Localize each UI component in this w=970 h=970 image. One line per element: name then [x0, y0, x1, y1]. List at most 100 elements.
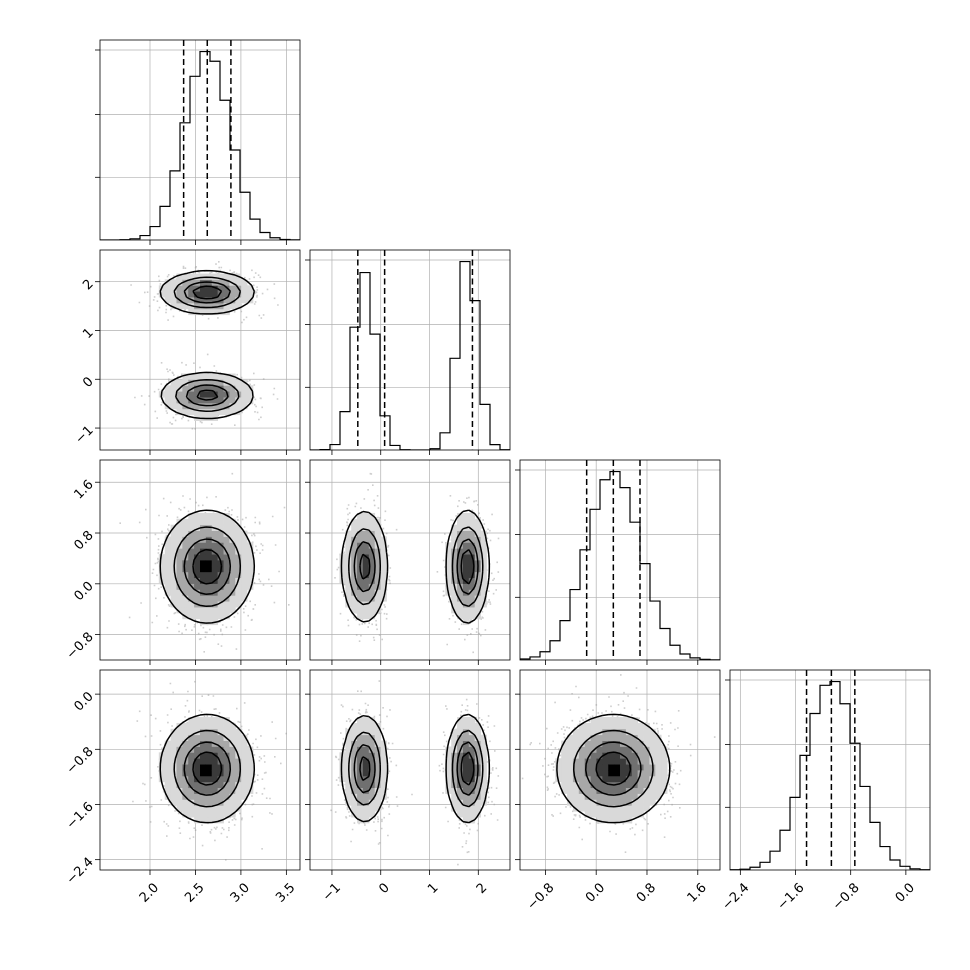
- density-cell: [474, 524, 481, 531]
- density-cell: [374, 758, 381, 765]
- density-cell: [217, 787, 224, 794]
- density-cell: [164, 571, 171, 579]
- density-cell: [572, 728, 580, 736]
- density-cell: [468, 542, 476, 549]
- density-cell: [631, 787, 639, 794]
- density-cell: [182, 728, 189, 736]
- density-cell: [362, 740, 370, 747]
- density-cell: [608, 722, 615, 730]
- density-cell: [362, 752, 370, 759]
- density-cell: [188, 308, 195, 316]
- density-cell: [590, 793, 597, 800]
- density-cell: [194, 770, 201, 777]
- density-cell: [205, 291, 213, 298]
- density-cell: [194, 385, 201, 392]
- density-cell: [445, 560, 452, 567]
- density-cell: [235, 297, 242, 304]
- density-cell: [241, 402, 248, 410]
- density-cell: [596, 717, 603, 724]
- density-cell: [182, 565, 189, 573]
- density-cell: [596, 781, 603, 789]
- density-cell: [217, 402, 224, 410]
- x-tick-label: −2.4: [719, 880, 752, 913]
- density-cell: [164, 291, 171, 298]
- density-cell: [451, 565, 458, 573]
- density-cell: [188, 518, 195, 526]
- density-cell: [578, 781, 586, 789]
- density-cell: [170, 793, 177, 800]
- density-cell: [637, 781, 644, 789]
- density-cell: [194, 589, 201, 596]
- density-cell: [205, 577, 213, 584]
- density-cell: [590, 734, 597, 741]
- y-tick-label: 1: [80, 326, 96, 342]
- density-cell: [188, 512, 195, 520]
- density-cell: [457, 728, 464, 736]
- density-cell: [205, 787, 213, 794]
- density-cell: [194, 402, 201, 410]
- density-cell: [368, 601, 376, 608]
- density-cell: [182, 764, 189, 771]
- density-cell: [480, 770, 487, 777]
- density-cell: [368, 775, 376, 783]
- density-cell: [211, 397, 219, 404]
- density-cell: [223, 589, 230, 596]
- density-cell: [194, 799, 201, 806]
- density-cell: [211, 408, 219, 416]
- density-cell: [445, 571, 452, 579]
- density-cell: [368, 722, 376, 730]
- density-cell: [578, 793, 586, 800]
- density-cell: [170, 536, 177, 543]
- histogram-panel-3: [725, 669, 931, 875]
- density-cell: [596, 764, 603, 771]
- density-cell: [211, 607, 219, 614]
- density-cell: [205, 817, 213, 824]
- density-cell: [457, 734, 464, 741]
- density-cell: [200, 518, 207, 526]
- density-cell: [176, 565, 183, 573]
- density-cell: [608, 811, 615, 818]
- density-cell: [164, 536, 171, 543]
- density-cell: [235, 758, 242, 765]
- density-cell: [578, 764, 586, 771]
- density-cells: [555, 717, 668, 824]
- density-cell: [170, 787, 177, 794]
- density-cell: [631, 799, 639, 806]
- density-cell: [188, 554, 195, 561]
- y-tick-label: 0: [80, 374, 96, 390]
- density-cell: [480, 793, 487, 800]
- density-cell: [205, 571, 213, 579]
- density-cell: [631, 775, 639, 783]
- density-cell: [339, 764, 346, 771]
- density-cell: [468, 565, 476, 573]
- density-cell: [188, 728, 195, 736]
- density-cell: [223, 524, 230, 531]
- density-cell: [164, 548, 171, 555]
- panel-frame: [519, 669, 721, 871]
- density-cell: [590, 811, 597, 818]
- density-cell: [194, 752, 201, 759]
- density-cell: [368, 811, 376, 818]
- density-cell: [205, 717, 213, 724]
- density-cell: [357, 717, 364, 724]
- density-cell: [241, 536, 248, 543]
- density-cell: [164, 560, 171, 567]
- density-cell: [462, 601, 470, 608]
- density-cell: [205, 728, 213, 736]
- density-cell: [578, 722, 586, 730]
- density-cell: [217, 805, 224, 812]
- density-cell: [205, 607, 213, 614]
- density-cell: [468, 536, 476, 543]
- density-cell: [247, 752, 254, 759]
- density-cell: [637, 787, 644, 794]
- density-cell: [584, 734, 591, 741]
- density-cell: [357, 811, 364, 818]
- density-cell: [602, 805, 609, 812]
- density-cell: [205, 554, 213, 561]
- density-cell: [200, 817, 207, 824]
- density-cell: [211, 817, 219, 824]
- density-cell: [655, 787, 662, 794]
- density-cell: [205, 385, 213, 392]
- density-panel-2-1: [305, 459, 511, 665]
- density-cell: [457, 524, 464, 531]
